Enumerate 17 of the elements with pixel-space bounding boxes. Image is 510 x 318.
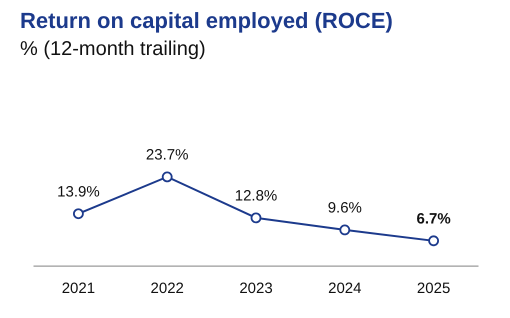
point	[428, 235, 439, 246]
data-label: 6.7%	[416, 210, 451, 228]
data-label: 12.8%	[234, 188, 278, 205]
data-label: 23.7%	[146, 146, 188, 164]
data-label: 13.9%	[57, 183, 100, 200]
point	[339, 224, 350, 236]
point	[250, 212, 262, 224]
x-tick-label: 2022	[150, 280, 184, 298]
point	[73, 208, 84, 220]
chart-subtitle: % (12-month trailing)	[20, 38, 206, 61]
x-tick-label: 2025	[416, 280, 450, 298]
point	[162, 171, 173, 182]
x-tick-label: 2021	[62, 280, 96, 298]
data-label: 9.6%	[328, 200, 362, 217]
x-tick-label: 2024	[328, 280, 362, 298]
x-tick-label: 2023	[239, 280, 273, 298]
chart-title: Return on capital employed (ROCE)	[20, 8, 393, 34]
